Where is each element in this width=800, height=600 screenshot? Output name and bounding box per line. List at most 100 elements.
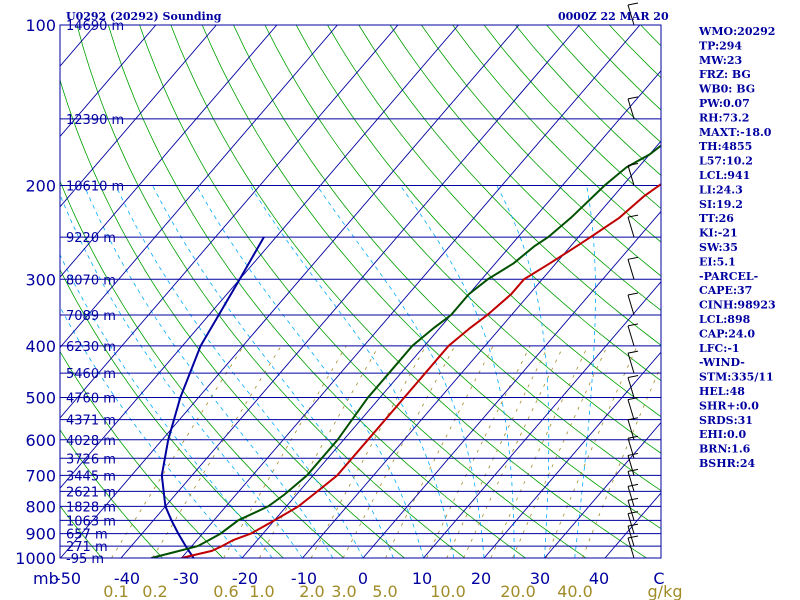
index-line: EI:5.1 — [699, 255, 736, 268]
isotherm — [60, 25, 399, 419]
pressure-unit: mb — [33, 569, 59, 588]
index-line: CAP:24.0 — [699, 327, 755, 340]
moist-adiabat — [316, 185, 485, 558]
isotherm — [423, 281, 661, 558]
mixing-ratio-label: 1.0 — [249, 582, 274, 600]
moist-adiabat — [496, 185, 550, 558]
isotherm — [60, 25, 520, 558]
index-line: BSHR:24 — [699, 457, 755, 470]
wind-barb-staff — [627, 537, 635, 559]
index-line: FRZ: BG — [699, 68, 751, 81]
wind-barb — [627, 375, 639, 398]
wind-barb-staff — [627, 500, 635, 521]
mixing-ratio-label: 40.0 — [557, 582, 593, 600]
index-line: LCL:941 — [699, 169, 750, 182]
index-line: KI:-21 — [699, 227, 738, 240]
temperature-line — [181, 183, 661, 558]
wind-barb-staff — [627, 98, 635, 120]
moist-adiabat — [115, 185, 364, 558]
mixing-ratio-label: 5.0 — [372, 582, 397, 600]
mixing-ratio-label: 20.0 — [500, 582, 536, 600]
height-label: -95 m — [66, 552, 104, 567]
index-line: BRN:1.6 — [699, 443, 751, 456]
isotherm — [302, 140, 661, 558]
wind-barb-flag — [627, 214, 639, 218]
height-label: 4760 m — [66, 392, 116, 407]
height-label: 657 m — [66, 528, 108, 543]
dewpoint-line — [151, 144, 661, 558]
wind-barb-staff — [627, 294, 635, 316]
index-line: LI:24.3 — [699, 183, 743, 196]
wind-barb-staff — [627, 438, 635, 459]
temperature-tick-label: -10 — [291, 569, 317, 588]
height-label: 4371 m — [66, 414, 116, 429]
isotherm — [483, 351, 661, 558]
index-line: STM:335/11 — [699, 371, 774, 384]
isotherm — [120, 25, 580, 558]
wind-barb-staff — [627, 4, 635, 26]
moist-adiabat — [60, 253, 273, 558]
wind-barb-flag — [627, 417, 639, 421]
parcel-trace — [160, 236, 265, 558]
wind-barb-staff — [627, 325, 635, 347]
wind-barb-flag — [627, 511, 639, 515]
wind-barb — [627, 397, 639, 420]
wind-barb — [627, 96, 639, 120]
height-label: 9220 m — [66, 231, 116, 246]
index-line: CINH:98923 — [699, 299, 776, 312]
wind-barb-flag — [627, 2, 639, 6]
temperature-tick-label: -30 — [173, 569, 199, 588]
index-line: TH:4855 — [699, 140, 752, 153]
plot-frame — [59, 24, 662, 559]
background-grid — [60, 25, 661, 558]
index-line: MW:23 — [699, 54, 742, 67]
moist-adiabat — [60, 193, 303, 558]
mixing-ratio-label: 0.6 — [213, 582, 238, 600]
wind-barb-staff — [627, 216, 635, 238]
wind-barb-staff — [627, 377, 635, 398]
temperature-tick-label: 10 — [412, 569, 432, 588]
height-label: 12390 m — [66, 113, 124, 128]
index-line: SHR+:0.0 — [699, 399, 759, 412]
index-line: -PARCEL- — [699, 270, 758, 283]
pressure-label: 300 — [25, 270, 56, 289]
isotherm — [544, 421, 661, 558]
wind-barb-flag — [627, 375, 639, 379]
temperature-tick-label: 30 — [530, 569, 550, 588]
index-line: SI:19.2 — [699, 198, 743, 211]
wind-barb-flag — [627, 162, 639, 166]
height-label: 4028 m — [66, 434, 116, 449]
index-line: EHI:0.0 — [699, 428, 746, 441]
sounding-profiles — [151, 144, 661, 558]
wind-barb-flag — [627, 483, 639, 487]
chart-title-right: 0000Z 22 MAR 20 — [558, 10, 669, 23]
height-label: 1063 m — [66, 514, 116, 529]
temperature-tick-label: -20 — [232, 569, 258, 588]
wind-barb — [627, 256, 639, 280]
index-line: HEL:48 — [699, 385, 745, 398]
moist-adiabat — [574, 185, 596, 558]
wind-barb — [627, 417, 639, 440]
wind-barb-flag — [627, 256, 639, 260]
isotherm — [60, 25, 157, 138]
wind-barb-flag — [627, 397, 639, 401]
wind-barb — [627, 523, 639, 547]
temperature-tick-label: -50 — [55, 569, 81, 588]
index-line: CAPE:37 — [699, 284, 752, 297]
wind-barb — [627, 350, 639, 374]
pressure-label: 800 — [25, 497, 56, 516]
mixing-ratio-label: 0.2 — [142, 582, 167, 600]
index-line: LFC:-1 — [699, 342, 740, 355]
temperature-tick-label: 40 — [589, 569, 609, 588]
isotherm — [60, 25, 217, 208]
index-line: RH:73.2 — [699, 111, 749, 124]
pressure-label: 700 — [25, 466, 56, 485]
moist-adiabat — [399, 185, 515, 558]
index-line: MAXT:-18.0 — [699, 126, 772, 139]
wind-barb-flag — [627, 535, 639, 539]
pressure-label: 600 — [25, 431, 56, 450]
mixing-ratio-label: g/kg — [648, 582, 683, 600]
isotherm — [60, 25, 338, 349]
height-label: 10610 m — [66, 179, 124, 194]
